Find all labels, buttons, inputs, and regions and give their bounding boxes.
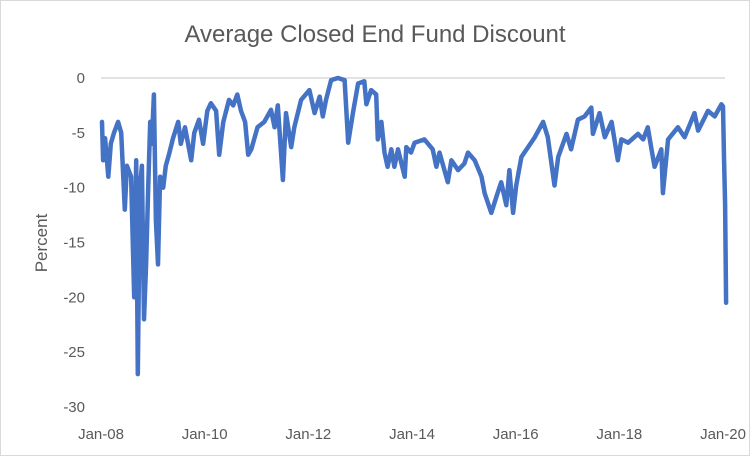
y-axis-ticks: 0 -5 -10 -15 -20 -25 -30 [63,70,85,416]
x-tick-label: Jan-18 [596,426,642,443]
x-tick-label: Jan-08 [78,426,124,443]
y-tick-label: -5 [72,125,85,142]
chart-title: Average Closed End Fund Discount [184,21,566,48]
x-tick-label: Jan-12 [285,426,331,443]
y-tick-label: -15 [63,235,85,252]
y-axis-label: Percent [32,213,51,272]
x-tick-label: Jan-20 [700,426,746,443]
y-tick-label: -25 [63,344,85,361]
x-tick-label: Jan-10 [182,426,228,443]
series-line [99,75,729,377]
x-tick-label: Jan-16 [493,426,539,443]
x-tick-label: Jan-14 [389,426,435,443]
y-tick-label: -30 [63,399,85,416]
y-tick-label: -20 [63,289,85,306]
x-axis-ticks: Jan-08 Jan-10 Jan-12 Jan-14 Jan-16 Jan-18 Jan-… [78,426,746,443]
y-tick-label: -10 [63,180,85,197]
y-tick-label: 0 [77,70,85,87]
